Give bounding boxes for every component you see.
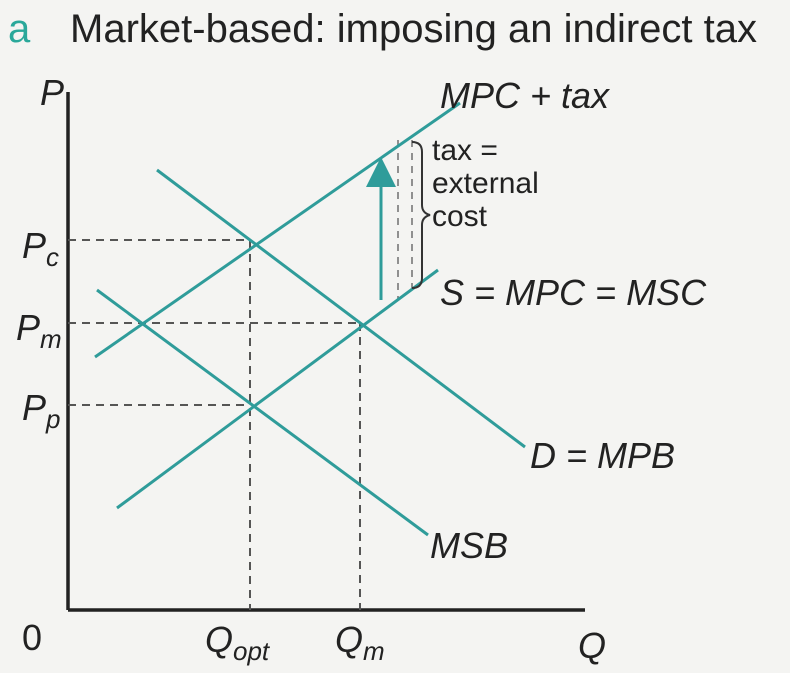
annotation-line-2: external [432,167,539,200]
price-pp-label: Pp [22,387,60,434]
price-pc-label: Pc [22,225,59,272]
annotation-line-1: tax = [432,134,498,167]
msb-curve [96,288,429,537]
quantity-qm-label: Qm [335,619,385,666]
demand-curve [156,168,526,449]
demand-label: D = MPB [530,435,675,476]
supply-label: S = MPC = MSC [440,272,707,313]
tax-brace [411,141,431,289]
msb-label: MSB [430,525,508,566]
annotation-line-3: cost [432,200,488,233]
mpc-tax-label: MPC + tax [440,75,611,116]
panel-letter: a [8,7,31,51]
mpc-plus-tax-curve [94,101,461,359]
price-pm-label: Pm [16,307,62,354]
figure-title: Market-based: imposing an indirect tax [70,7,757,51]
x-axis-label: Q [578,625,606,666]
quantity-qopt-label: Qopt [205,619,271,666]
supply-curve [116,268,439,510]
origin-label: 0 [22,617,42,658]
y-axis-label: P [40,72,64,113]
